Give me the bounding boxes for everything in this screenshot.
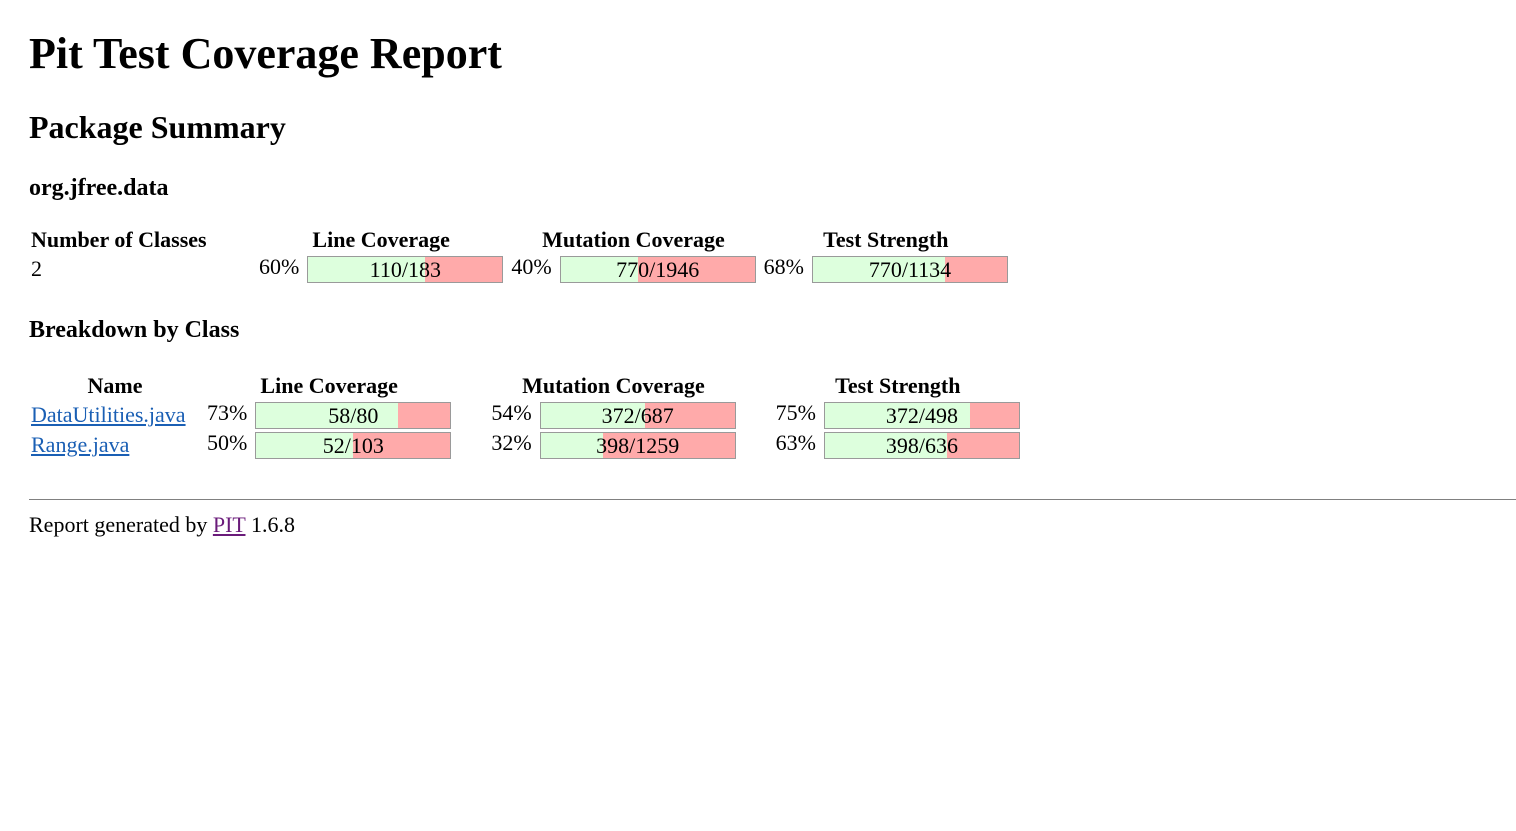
package-name: org.jfree.data [29,175,169,201]
test-strength-percent: 68% [763,254,804,279]
header-test-strength: Test Strength [835,373,961,398]
class-link-datautilities[interactable]: DataUtilities.java [31,402,186,427]
mutation-coverage-percent: 40% [511,254,552,279]
header-test-strength: Test Strength [823,227,949,252]
line-coverage-fill [256,402,398,428]
header-mutation-coverage: Mutation Coverage [522,373,705,398]
test-strength-bar: 770/1134 [811,255,1008,283]
breakdown-heading: Breakdown by Class [29,317,240,343]
mutation-coverage-bar: 398/1259 [539,431,736,459]
test-strength-fill [824,402,971,428]
line-coverage-fill [308,256,425,282]
breakdown-table: Name Line Coverage Mutation Coverage Tes… [25,371,1026,461]
line-coverage-ratio: 52/103 [322,432,384,458]
header-name: Name [87,373,143,398]
mutation-coverage-percent: 32% [491,430,532,455]
mutation-coverage-bar: 372/687 [539,401,736,429]
package-summary-heading: Package Summary [29,109,286,145]
mutation-coverage-fill [560,256,639,282]
class-link-range[interactable]: Range.java [31,432,130,457]
class-count: 2 [31,256,42,281]
test-strength-bar: 372/498 [823,401,1020,429]
mutation-coverage-ratio: 398/1259 [596,432,680,458]
mutation-coverage-bar: 770/1946 [559,255,756,283]
footer: Report generated by PIT 1.6.8 [29,512,1516,538]
header-number-of-classes: Number of Classes [31,227,207,252]
line-coverage-bar: 58/80 [255,401,452,429]
test-strength-fill [812,256,945,282]
table-row: Range.java 50% 52/103 32% 398/1259 63 [29,431,1022,459]
summary-row: 2 60% 110/183 40% 770/1946 68% [29,255,1010,283]
footer-divider [29,499,1516,500]
footer-prefix: Report generated by [29,512,208,537]
pit-version: 1.6.8 [250,512,295,537]
test-strength-ratio: 770/1134 [868,256,952,282]
line-coverage-ratio: 110/183 [369,256,441,282]
mutation-coverage-ratio: 372/687 [601,402,674,428]
mutation-coverage-percent: 54% [491,400,532,425]
line-coverage-bar: 52/103 [255,431,452,459]
header-mutation-coverage: Mutation Coverage [542,227,725,252]
mutation-coverage-fill [540,432,603,458]
line-coverage-percent: 50% [207,430,248,455]
mutation-coverage-fill [540,402,646,428]
mutation-coverage-ratio: 770/1946 [616,256,700,282]
test-strength-ratio: 372/498 [885,402,959,428]
line-coverage-ratio: 58/80 [328,402,379,428]
test-strength-fill [824,432,948,458]
header-line-coverage: Line Coverage [260,373,398,398]
page-title: Pit Test Coverage Report [29,29,502,78]
package-summary-table: Number of Classes Line Coverage Mutation… [25,225,1014,285]
pit-link[interactable]: PIT [212,512,246,537]
table-row: DataUtilities.java 73% 58/80 54% 372/687 [29,401,1022,429]
test-strength-ratio: 398/636 [885,432,959,458]
header-line-coverage: Line Coverage [312,227,450,252]
test-strength-percent: 75% [775,400,816,425]
test-strength-bar: 398/636 [823,431,1020,459]
line-coverage-fill [256,432,354,458]
test-strength-percent: 63% [775,430,816,455]
line-coverage-percent: 60% [259,254,300,279]
line-coverage-percent: 73% [207,400,248,425]
line-coverage-bar: 110/183 [307,255,504,283]
